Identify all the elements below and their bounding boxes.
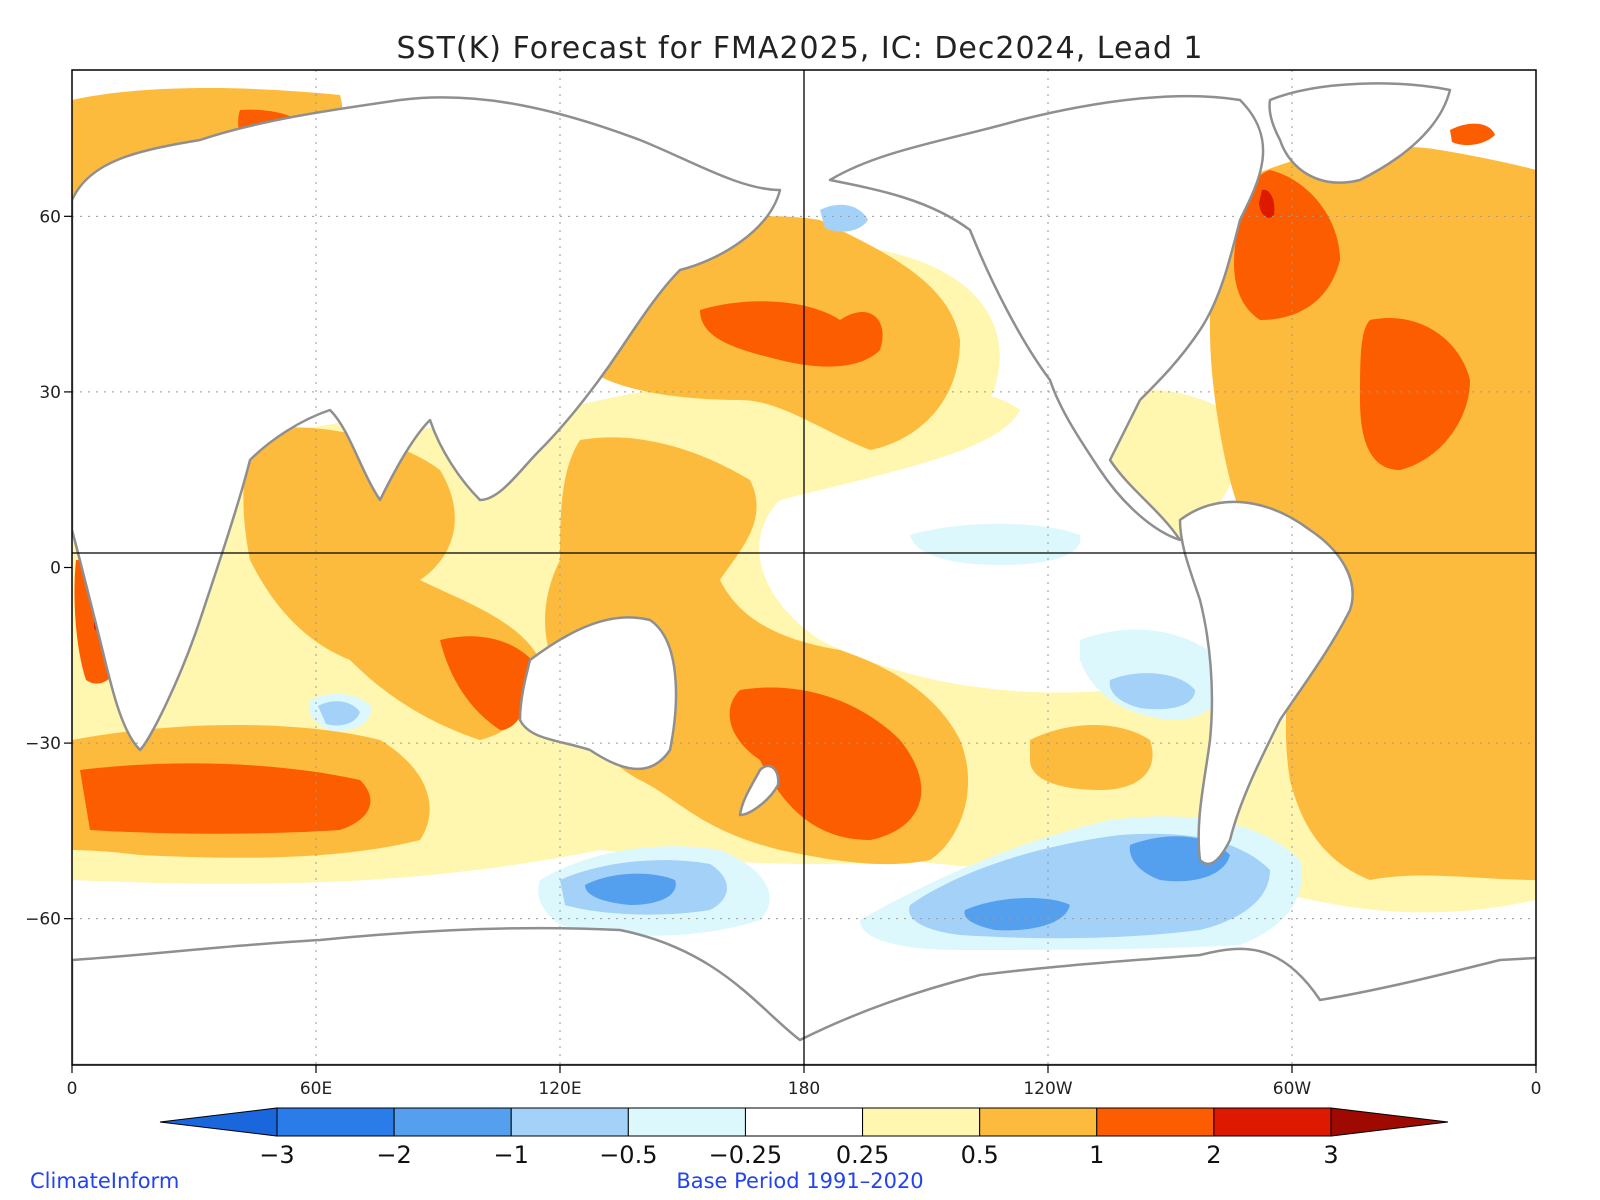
colorbar-label-2: −1 bbox=[494, 1141, 529, 1169]
credit-left: ClimateInform bbox=[30, 1169, 179, 1193]
colorbar-label-9: 3 bbox=[1323, 1141, 1338, 1169]
anomaly-region-1-2-midatlantic bbox=[1360, 318, 1470, 470]
colorbar-label-6: 0.5 bbox=[961, 1141, 999, 1169]
anomaly-region-neg1-neg2-sindian bbox=[585, 873, 676, 905]
anomaly-region-1-2-npacific bbox=[700, 301, 883, 367]
colorbar-label-5: 0.25 bbox=[836, 1141, 889, 1169]
colorbar-cell-4 bbox=[627, 1107, 746, 1137]
x-tick-label-3: 180 bbox=[788, 1079, 820, 1099]
anomaly-region-1-2-southern bbox=[80, 763, 371, 834]
anomaly-region-neg0.5-neg1-sepacific bbox=[1109, 673, 1195, 710]
colorbar-label-7: 1 bbox=[1089, 1141, 1104, 1169]
credit-center: Base Period 1991–2020 bbox=[676, 1169, 923, 1193]
y-tick-label-4: −60 bbox=[25, 910, 61, 930]
anomaly-region-0.25-0.5-gulf bbox=[1090, 389, 1242, 540]
antarctica-landmass bbox=[72, 926, 1536, 1065]
y-tick-label-0: 60 bbox=[39, 207, 61, 227]
africa-eurasia-landmass bbox=[72, 96, 782, 752]
x-tick-label-2: 120E bbox=[538, 1079, 581, 1099]
anomaly-region-1-2-swpacific bbox=[729, 687, 922, 840]
new-zealand-landmass bbox=[738, 764, 780, 817]
anomaly-region-0.5-1-epacific bbox=[1030, 725, 1153, 790]
colorbar-cell-0 bbox=[159, 1107, 278, 1137]
anomaly-region-1-2-indian bbox=[440, 636, 540, 730]
colorbar-label-0: −3 bbox=[259, 1141, 294, 1169]
greenland-landmass bbox=[1268, 82, 1452, 184]
colorbar-label-3: −0.5 bbox=[599, 1141, 657, 1169]
y-tick-label-1: 30 bbox=[39, 383, 61, 403]
anomaly-region-2-3-labrador bbox=[1259, 189, 1275, 218]
grid-lines bbox=[72, 70, 1536, 1065]
anomaly-region-neg0.5-neg1-alaska bbox=[820, 204, 868, 232]
colorbar-cell-10 bbox=[1330, 1107, 1449, 1137]
colorbar-cell-8 bbox=[1096, 1107, 1215, 1137]
anomaly-region-neg0.5-neg1-indian bbox=[318, 701, 360, 726]
land-mask bbox=[72, 82, 1536, 1065]
x-tick-label-6: 0 bbox=[1531, 1079, 1542, 1099]
colorbar-cell-2 bbox=[393, 1107, 512, 1137]
colorbar-cell-5 bbox=[744, 1107, 864, 1137]
y-tick-label-2: 0 bbox=[50, 559, 61, 579]
plot-area bbox=[71, 69, 1537, 1066]
anomaly-region-neg1-neg2-south bbox=[964, 898, 1070, 931]
x-tick-label-0: 0 bbox=[67, 1079, 78, 1099]
south-america-landmass bbox=[1178, 500, 1354, 866]
colorbar-label-4: −0.25 bbox=[709, 1141, 783, 1169]
x-tick-label-4: 120W bbox=[1023, 1079, 1072, 1099]
y-tick-label-3: −30 bbox=[25, 734, 61, 754]
x-tick-label-5: 60W bbox=[1273, 1079, 1312, 1099]
colorbar-cell-1 bbox=[276, 1107, 395, 1137]
colorbar-label-1: −2 bbox=[376, 1141, 411, 1169]
x-tick-label-1: 60E bbox=[300, 1079, 332, 1099]
axis-ticks: 0 60E 120E 180 120W 60W 0 60 30 0 −30 −60 bbox=[25, 207, 1541, 1099]
colorbar-cell-9 bbox=[1213, 1107, 1332, 1137]
colorbar-cell-3 bbox=[510, 1107, 629, 1137]
colorbar-cell-6 bbox=[862, 1107, 981, 1137]
australia-landmass bbox=[518, 616, 678, 771]
north-america-landmass bbox=[828, 94, 1265, 542]
anomaly-region-1-2-greenland bbox=[1450, 123, 1495, 146]
map-title: SST(K) Forecast for FMA2025, IC: Dec2024… bbox=[397, 31, 1204, 66]
colorbar: −3 −2 −1 −0.5 −0.25 0.25 0.5 1 2 3 bbox=[159, 1107, 1449, 1169]
anomaly-region-neg0.25-neg0.5-equator bbox=[910, 523, 1081, 565]
colorbar-cell-7 bbox=[979, 1107, 1098, 1137]
colorbar-label-8: 2 bbox=[1206, 1141, 1221, 1169]
